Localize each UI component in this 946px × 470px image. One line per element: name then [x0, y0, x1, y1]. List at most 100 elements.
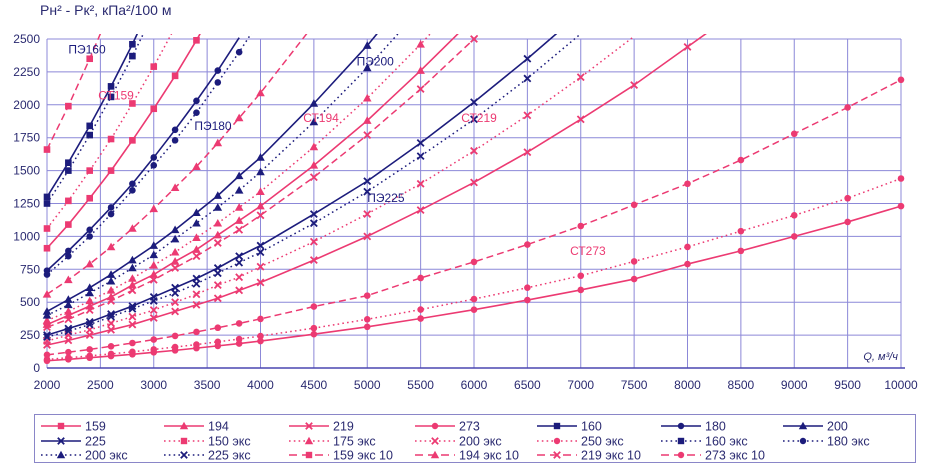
data-point — [416, 179, 425, 188]
legend-label: 225 — [85, 435, 106, 449]
series-line — [46, 34, 707, 346]
data-point — [65, 167, 72, 174]
data-point — [213, 138, 223, 147]
data-point — [65, 221, 72, 228]
series-180-экс — [43, 34, 252, 278]
data-point — [235, 273, 244, 282]
legend-label: 160 — [581, 420, 602, 434]
series-group — [42, 34, 905, 365]
data-point — [86, 346, 93, 353]
data-point — [129, 348, 136, 356]
data-point — [129, 339, 136, 347]
data-point — [150, 105, 158, 113]
y-tick-label: 2250 — [13, 65, 40, 79]
series-line — [46, 34, 102, 150]
data-point — [844, 104, 851, 111]
data-point — [235, 320, 243, 327]
legend: 159 194 219 273 160 180 200 225 150 экс 175 экс 20… — [34, 414, 916, 463]
data-point — [129, 52, 136, 60]
data-point — [576, 73, 585, 82]
data-point — [193, 37, 200, 44]
data-point — [235, 252, 244, 261]
data-point — [363, 316, 371, 323]
x-tick-label: 4500 — [301, 378, 328, 392]
data-point — [107, 342, 115, 350]
x-tick-label: 4000 — [247, 378, 274, 392]
data-point — [42, 316, 52, 324]
data-point — [193, 109, 200, 116]
data-point — [64, 307, 73, 315]
x-tick-label: 2000 — [34, 378, 61, 392]
x-tick-label: 3500 — [194, 378, 221, 392]
legend-item: 200 экс — [415, 435, 502, 449]
data-point — [844, 194, 851, 202]
data-point — [43, 333, 51, 342]
x-tick-label: 6000 — [461, 378, 488, 392]
data-point — [86, 122, 93, 130]
data-point — [192, 162, 201, 170]
data-point — [43, 146, 51, 153]
data-point — [897, 202, 905, 210]
x-tick-label: 7500 — [621, 378, 648, 392]
data-point — [171, 126, 179, 134]
data-point — [85, 283, 94, 292]
data-point — [128, 263, 137, 272]
data-point — [470, 295, 478, 303]
data-point — [43, 356, 51, 363]
data-point — [65, 354, 72, 362]
data-point — [170, 234, 180, 243]
y-axis-title: Pн² - Pк², кПа²/100 м — [40, 2, 172, 18]
data-point — [64, 275, 73, 284]
data-point — [235, 225, 244, 234]
data-point — [234, 186, 244, 194]
data-point — [192, 218, 201, 227]
data-point — [149, 241, 159, 249]
data-point — [149, 314, 158, 322]
data-point — [171, 137, 179, 144]
data-point — [86, 55, 93, 63]
curve-label: ПЭ180 — [194, 119, 232, 133]
data-point — [150, 162, 158, 169]
data-point — [107, 350, 115, 358]
data-point — [171, 307, 180, 316]
data-point — [42, 307, 52, 315]
series-160 — [43, 34, 139, 201]
data-point — [85, 306, 94, 315]
data-point — [256, 262, 265, 271]
legend-label: 180 экс — [827, 435, 870, 449]
data-point — [213, 239, 222, 247]
data-point — [235, 286, 244, 295]
legend-label: 200 — [827, 420, 848, 434]
data-point — [309, 142, 319, 151]
data-point — [524, 241, 531, 248]
x-tick-label: 8000 — [674, 378, 701, 392]
data-point — [213, 191, 223, 199]
data-point — [129, 100, 136, 107]
data-point — [630, 275, 638, 283]
data-point — [577, 286, 585, 294]
legend-item: 225 — [41, 435, 106, 449]
data-point — [524, 296, 531, 304]
x-tick-label: 7000 — [567, 378, 594, 392]
legend-item: 160 — [537, 420, 602, 434]
data-point — [214, 67, 222, 74]
data-point — [416, 139, 425, 147]
data-point — [309, 161, 319, 169]
data-point — [192, 208, 201, 217]
data-point — [107, 135, 115, 143]
data-point — [470, 306, 478, 314]
legend-marker — [56, 450, 66, 459]
data-point — [65, 102, 72, 110]
series-line — [46, 34, 139, 198]
data-point — [363, 187, 372, 196]
data-point — [256, 187, 265, 195]
data-point — [85, 320, 94, 329]
data-point — [684, 260, 691, 268]
data-point — [235, 335, 243, 343]
legend-marker — [553, 422, 561, 430]
legend-marker — [677, 437, 685, 445]
data-point — [416, 152, 425, 161]
x-tick-label: 6500 — [514, 378, 541, 392]
data-point — [86, 233, 93, 240]
data-point — [523, 74, 532, 83]
